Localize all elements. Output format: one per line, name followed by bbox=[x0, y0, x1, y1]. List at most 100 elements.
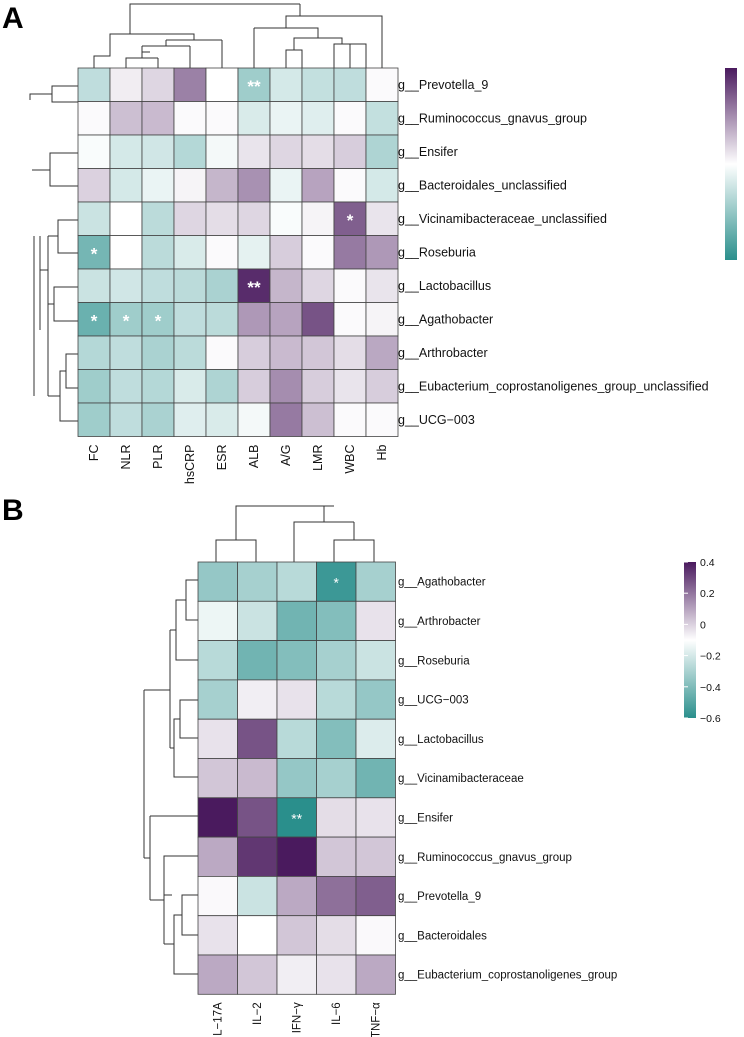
heatmap-cell bbox=[237, 915, 278, 956]
heatmap-cell bbox=[197, 876, 238, 917]
row-label: g__Lactobacillus bbox=[398, 734, 484, 746]
heatmap-cells-b bbox=[197, 561, 396, 995]
heatmap-cell bbox=[269, 335, 303, 370]
heatmap-cell bbox=[237, 758, 278, 799]
heatmap-cell bbox=[316, 758, 357, 799]
heatmap-cell bbox=[109, 201, 143, 236]
heatmap-cell bbox=[77, 369, 111, 404]
heatmap-cell bbox=[205, 335, 239, 370]
heatmap-cell bbox=[333, 302, 367, 337]
row-label: g__Agathobacter bbox=[398, 312, 493, 326]
column-label: FC bbox=[87, 445, 101, 462]
heatmap-cell bbox=[237, 836, 278, 877]
heatmap-cell bbox=[365, 201, 399, 236]
heatmap-cell bbox=[205, 268, 239, 303]
row-label: g__Ruminococcus_gnavus_group bbox=[398, 852, 572, 864]
heatmap-cell bbox=[316, 679, 357, 720]
heatmap-cell bbox=[333, 402, 367, 437]
heatmap-cell bbox=[77, 335, 111, 370]
column-label: IL−2 bbox=[252, 1002, 264, 1025]
panel-label-b: B bbox=[2, 494, 24, 527]
heatmap-cell bbox=[301, 101, 335, 136]
heatmap-cell bbox=[109, 369, 143, 404]
heatmap-cell bbox=[141, 369, 175, 404]
heatmap-cell bbox=[355, 718, 396, 759]
row-label: g__UCG−003 bbox=[398, 695, 469, 707]
heatmap-cell bbox=[355, 836, 396, 877]
heatmap-cell bbox=[269, 201, 303, 236]
heatmap-cell bbox=[237, 876, 278, 917]
heatmap-cell bbox=[205, 101, 239, 136]
heatmap-cell bbox=[77, 168, 111, 203]
row-dendrogram-b bbox=[143, 579, 198, 975]
column-label: IL−6 bbox=[331, 1002, 343, 1025]
heatmap-cell bbox=[109, 134, 143, 169]
heatmap-cell bbox=[237, 201, 271, 236]
heatmap-cell bbox=[269, 67, 303, 102]
heatmap-cell bbox=[173, 235, 207, 270]
column-dendrogram-a bbox=[93, 3, 383, 68]
row-label: g__Bacteroidales bbox=[398, 930, 487, 942]
row-label: g__Arthrobacter bbox=[398, 616, 481, 628]
column-labels-b: IL−17A IL−2 IFN−γ IL−6 TNF−α bbox=[213, 1002, 383, 1037]
heatmap-cell bbox=[269, 402, 303, 437]
heatmap-cell bbox=[197, 561, 238, 602]
heatmap-cell bbox=[333, 67, 367, 102]
heatmap-cell bbox=[109, 67, 143, 102]
heatmap-cell bbox=[333, 134, 367, 169]
significance-mark: * bbox=[91, 311, 98, 330]
heatmap-cell bbox=[197, 679, 238, 720]
heatmap-cell bbox=[205, 168, 239, 203]
heatmap-panel-b: *** g__Agathobacterg__Arthrobacterg__Ros… bbox=[143, 505, 721, 1037]
column-label: Hb bbox=[375, 444, 389, 460]
heatmap-cell bbox=[77, 268, 111, 303]
row-label: g__Agathobacter bbox=[398, 577, 486, 589]
heatmap-cell bbox=[77, 67, 111, 102]
column-label: WBC bbox=[343, 445, 357, 474]
heatmap-cell bbox=[276, 758, 317, 799]
heatmap-cell bbox=[365, 302, 399, 337]
heatmap-cell bbox=[276, 600, 317, 641]
heatmap-cell bbox=[173, 201, 207, 236]
heatmap-cell bbox=[237, 679, 278, 720]
heatmap-cells-a bbox=[77, 67, 399, 437]
heatmap-cell bbox=[316, 836, 357, 877]
heatmap-cell bbox=[269, 369, 303, 404]
heatmap-cell bbox=[197, 954, 238, 995]
heatmap-cell bbox=[276, 915, 317, 956]
row-label: g__Eubacterium_coprostanoligenes_group bbox=[398, 970, 617, 982]
heatmap-cell bbox=[365, 369, 399, 404]
heatmap-cell bbox=[333, 369, 367, 404]
significance-mark: * bbox=[123, 311, 130, 330]
heatmap-cell bbox=[269, 235, 303, 270]
significance-mark: * bbox=[347, 211, 354, 230]
legend-tick-label: 0 bbox=[700, 619, 706, 631]
significance-marks-a: ******* * * bbox=[91, 77, 354, 331]
heatmap-cell bbox=[77, 402, 111, 437]
heatmap-cell bbox=[237, 101, 271, 136]
heatmap-cell bbox=[109, 235, 143, 270]
heatmap-cell bbox=[109, 268, 143, 303]
heatmap-cell bbox=[109, 168, 143, 203]
heatmap-cell bbox=[301, 201, 335, 236]
row-label: g__Roseburia bbox=[398, 245, 476, 259]
heatmap-cell bbox=[269, 268, 303, 303]
row-labels-a: g__Prevotella_9 g__Ruminococcus_gnavus_gr… bbox=[398, 78, 709, 427]
heatmap-cell bbox=[197, 758, 238, 799]
heatmap-cell bbox=[237, 235, 271, 270]
row-label: g__Eubacterium_coprostanoligenes_group_u… bbox=[398, 379, 709, 393]
column-label: NLR bbox=[119, 445, 133, 470]
column-dendrogram-b bbox=[215, 505, 375, 562]
heatmap-cell bbox=[355, 600, 396, 641]
color-legend-bar-a bbox=[725, 68, 737, 260]
heatmap-cell bbox=[276, 954, 317, 995]
heatmap-cell bbox=[173, 369, 207, 404]
heatmap-cell bbox=[301, 335, 335, 370]
heatmap-cell bbox=[237, 302, 271, 337]
heatmap-cell bbox=[301, 67, 335, 102]
heatmap-cell bbox=[355, 679, 396, 720]
column-label: LMR bbox=[311, 445, 325, 471]
heatmap-cell bbox=[355, 797, 396, 838]
heatmap-cell bbox=[301, 402, 335, 437]
column-label: IFN−γ bbox=[292, 1002, 304, 1033]
